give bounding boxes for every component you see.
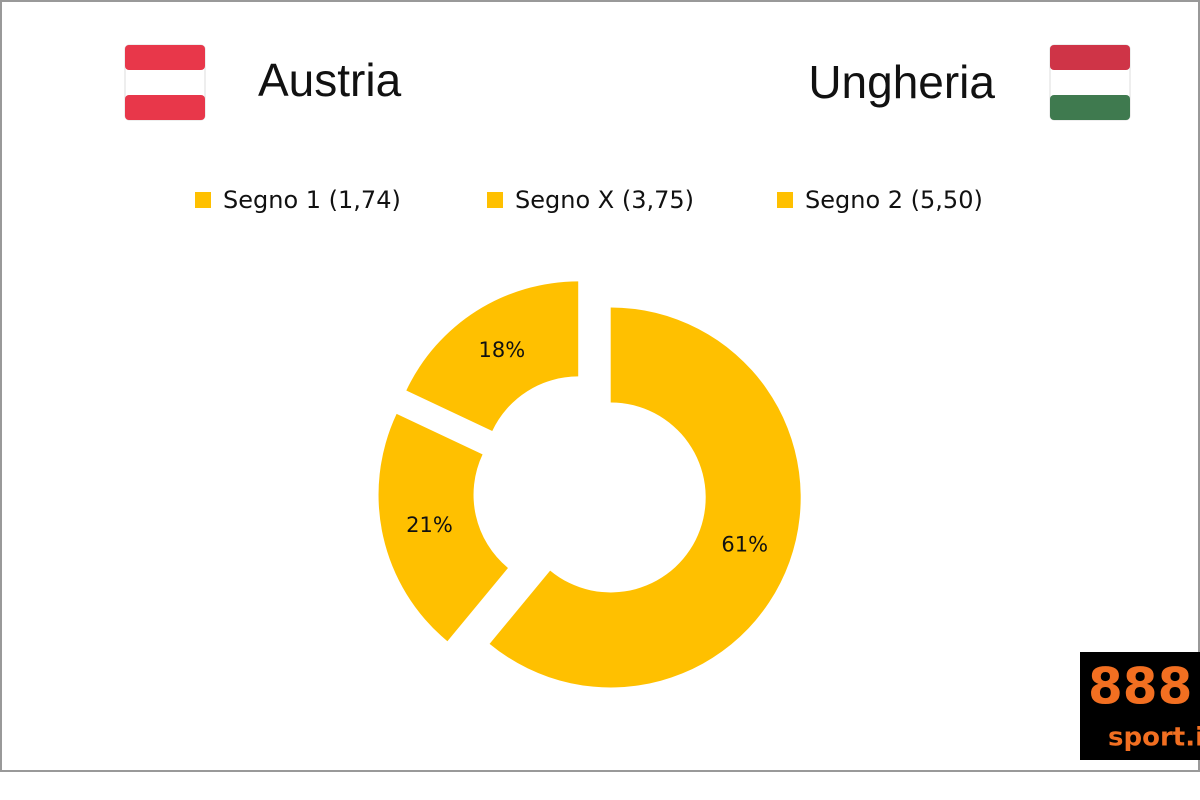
- donut-slice: [489, 307, 801, 688]
- logo-site: sport.it: [1108, 723, 1200, 753]
- legend-label: Segno 1 (1,74): [223, 186, 401, 214]
- donut-slice: [406, 281, 579, 431]
- legend-swatch: [777, 192, 793, 208]
- value-label: 18%: [479, 338, 526, 362]
- logo: 888 sport.it: [1080, 652, 1200, 760]
- flag-hungary: [1049, 44, 1131, 121]
- away-team: Ungheria: [808, 56, 995, 108]
- legend-swatch: [487, 192, 503, 208]
- logo-brand: 888: [1088, 658, 1192, 716]
- legend-swatch: [195, 192, 211, 208]
- donut-slice: [378, 413, 508, 642]
- flag-austria: [124, 44, 206, 121]
- value-label: 61%: [721, 533, 768, 557]
- legend-label: Segno 2 (5,50): [805, 186, 983, 214]
- legend-label: Segno X (3,75): [515, 186, 694, 214]
- home-team: Austria: [258, 54, 402, 106]
- value-label: 21%: [406, 513, 453, 537]
